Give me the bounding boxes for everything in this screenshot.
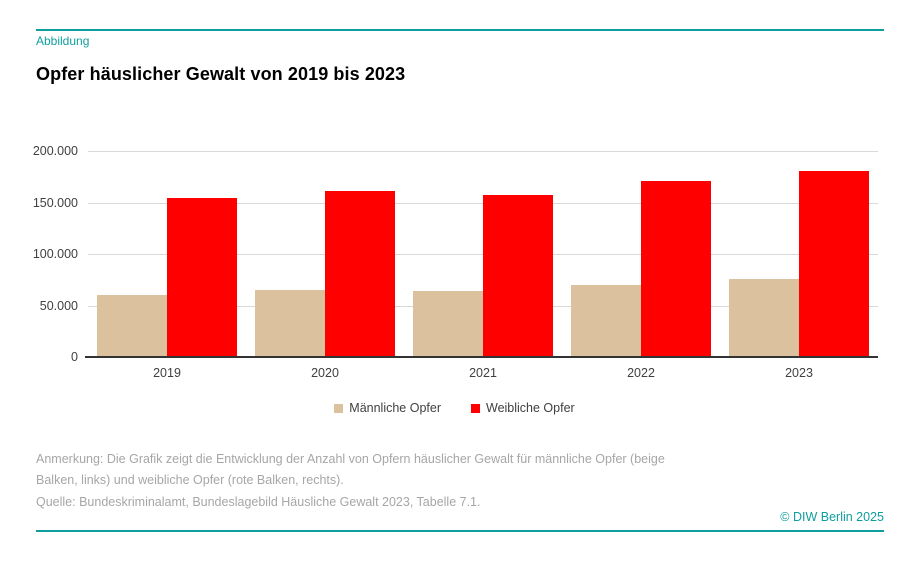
female-series-swatch [471, 403, 480, 413]
top-accent-rule [36, 29, 884, 31]
copyright-text: © DIW Berlin 2025 [780, 510, 884, 524]
plot-area [85, 151, 878, 358]
note-text: Anmerkung: Die Grafik zeigt die Entwickl… [36, 452, 665, 487]
footnotes: Anmerkung: Die Grafik zeigt die Entwickl… [36, 449, 698, 513]
bottom-accent-rule [36, 530, 884, 532]
legend-item-male: Männliche Opfer [334, 401, 441, 415]
x-axis-line [85, 356, 878, 358]
y-tick-label: 0 [71, 350, 78, 364]
page-title: Opfer häuslicher Gewalt von 2019 bis 202… [36, 64, 406, 84]
bar-2023-female [799, 170, 869, 357]
source-text: Quelle: Bundeskriminalamt, Bundeslagebil… [36, 495, 481, 509]
bar-2020-male [255, 290, 325, 357]
x-tick-label: 2020 [311, 366, 339, 380]
bar-group-2020 [246, 151, 404, 357]
male-series-swatch [334, 403, 344, 413]
bar-2023-male [729, 279, 799, 357]
bar-group-2023 [720, 151, 878, 357]
x-tick-label: 2023 [785, 366, 813, 380]
legend-label-female: Weibliche Opfer [486, 401, 575, 415]
y-tick-label: 150.000 [32, 195, 78, 210]
bar-2022-male [571, 285, 641, 357]
bar-2019-female [167, 198, 237, 357]
y-tick-label: 200.000 [32, 144, 78, 158]
bar-2020-female [325, 191, 395, 357]
y-tick-label: 100.000 [32, 247, 78, 261]
bar-group-2021 [404, 151, 562, 357]
bar-group-2019 [88, 151, 246, 357]
chart-legend: Männliche Opfer Weibliche Opfer [0, 401, 909, 415]
x-tick-label: 2021 [469, 366, 497, 380]
bar-groups [88, 151, 878, 357]
legend-item-female: Weibliche Opfer [471, 401, 575, 415]
bar-2019-male [97, 295, 167, 357]
legend-label-male: Männliche Opfer [349, 401, 441, 415]
bar-2021-female [483, 194, 553, 357]
bar-2021-male [413, 290, 483, 357]
gridline [88, 151, 878, 152]
x-axis-labels: 2019 2020 2021 2022 2023 [88, 366, 878, 380]
bar-group-2022 [562, 151, 720, 357]
y-axis: 0 50.000 100.000 150.000 200.000 [0, 144, 78, 364]
x-tick-label: 2019 [153, 366, 181, 380]
y-tick-label: 50.000 [39, 298, 78, 313]
x-tick-label: 2022 [627, 366, 655, 380]
figure-kicker: Abbildung [36, 34, 90, 48]
bar-2022-female [641, 180, 711, 357]
